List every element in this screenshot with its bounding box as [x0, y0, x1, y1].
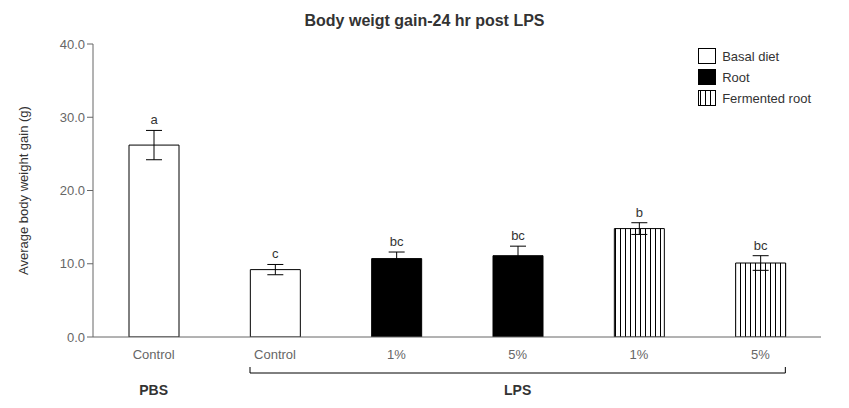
svg-text:Control: Control: [133, 347, 175, 362]
svg-text:0.0: 0.0: [67, 330, 85, 345]
html-text:Body weigt gain-24 hr post LPS: Body weigt gain-24 hr post LPS: [304, 12, 545, 29]
svg-text:b: b: [636, 205, 643, 220]
svg-text:Average body weight gain (g): Average body weight gain (g): [16, 106, 31, 275]
svg-text:a: a: [150, 112, 158, 127]
svg-text:20.0: 20.0: [60, 183, 85, 198]
svg-text:30.0: 30.0: [60, 110, 85, 125]
svg-text:bc: bc: [390, 234, 404, 249]
svg-text:1%: 1%: [387, 347, 406, 362]
svg-text:bc: bc: [754, 238, 768, 253]
svg-text:1%: 1%: [630, 347, 649, 362]
svg-text:5%: 5%: [751, 347, 770, 362]
svg-text:c: c: [272, 246, 279, 261]
svg-text:40.0: 40.0: [60, 37, 85, 52]
svg-text:LPS: LPS: [504, 382, 531, 398]
svg-text:10.0: 10.0: [60, 256, 85, 271]
svg-text:bc: bc: [511, 228, 525, 243]
svg-text:5%: 5%: [508, 347, 527, 362]
html-text:Basal diet: Basal diet: [722, 48, 780, 64]
html-text:Root: Root: [722, 69, 750, 85]
svg-text:PBS: PBS: [139, 382, 168, 398]
html-text:Fermented root: Fermented root: [722, 90, 811, 106]
svg-text:Control: Control: [254, 347, 296, 362]
